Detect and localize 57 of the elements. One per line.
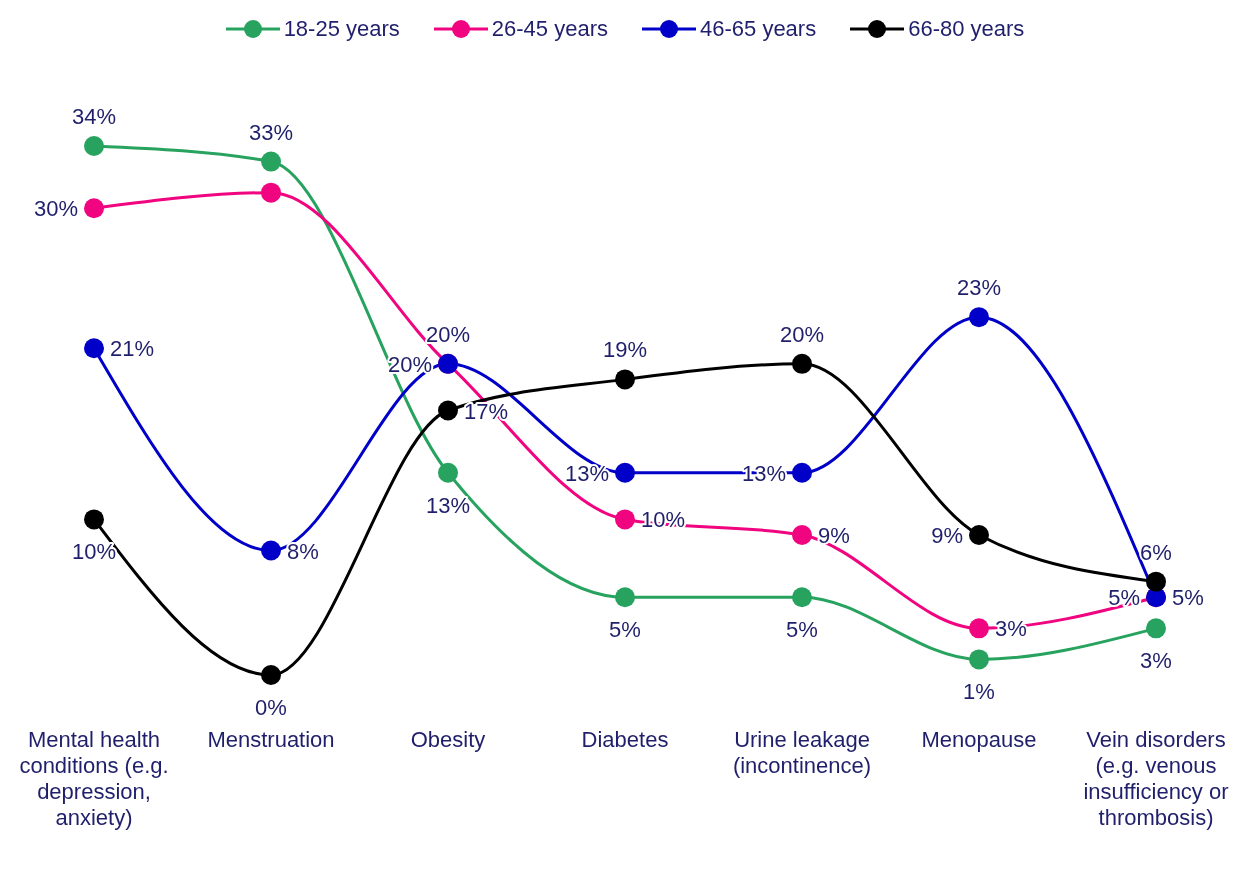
point: [438, 462, 458, 483]
point: [792, 353, 812, 374]
point: [1146, 618, 1166, 639]
data-label: 5%: [1172, 585, 1204, 611]
point: [84, 198, 104, 219]
point: [261, 151, 281, 172]
point: [792, 587, 812, 608]
data-label: 13%: [425, 492, 471, 518]
data-label: 5%: [786, 617, 818, 643]
legend-label: 66-80 years: [908, 16, 1025, 42]
x-tick-label: Vein disorders (e.g. venous insufficiency or thrombosis): [1083, 727, 1229, 830]
point: [438, 400, 458, 421]
data-label: 0%: [255, 695, 287, 720]
point: [84, 338, 104, 359]
data-label: 1%: [963, 679, 995, 705]
x-tick-label: Menstruation: [207, 727, 335, 752]
data-label: 10%: [71, 539, 117, 565]
data-label: 21%: [110, 336, 155, 362]
x-tick-label: Mental health conditions (e.g. depression, anxiety): [19, 727, 169, 830]
point: [615, 587, 635, 608]
point: [969, 618, 989, 639]
x-tick-label: Diabetes: [581, 727, 669, 752]
point: [615, 369, 635, 390]
point: [615, 462, 635, 483]
legend-label: 46-65 years: [700, 16, 817, 42]
data-label: 34%: [71, 104, 117, 129]
data-label: 3%: [1140, 648, 1172, 674]
data-label: 23%: [956, 275, 1002, 301]
x-tick-label: Urine leakage (incontinence): [732, 727, 872, 778]
data-label: 19%: [602, 337, 648, 363]
point: [261, 540, 281, 561]
point: [84, 509, 104, 530]
x-tick-label: Obesity: [410, 727, 486, 752]
data-label: 20%: [425, 321, 471, 347]
point: [969, 307, 989, 328]
point: [969, 524, 989, 545]
data-label: 9%: [931, 522, 963, 548]
data-label: 13%: [564, 460, 609, 486]
point: [84, 136, 104, 156]
point: [261, 665, 281, 685]
data-label: 9%: [818, 522, 850, 548]
x-tick-label: Menopause: [921, 727, 1037, 752]
legend-label: 26-45 years: [491, 16, 608, 42]
point: [792, 462, 812, 483]
point: [261, 182, 281, 203]
point: [792, 524, 812, 545]
point: [1146, 571, 1166, 592]
point: [969, 649, 989, 670]
data-label: 5%: [609, 617, 641, 643]
data-label: 33%: [248, 119, 294, 145]
legend-label: 18-25 years: [283, 16, 400, 42]
data-label: 8%: [287, 538, 319, 564]
point: [615, 509, 635, 530]
data-label: 6%: [1140, 539, 1172, 565]
data-label: 30%: [33, 196, 78, 222]
data-label: 5%: [1108, 585, 1140, 611]
data-label: 20%: [779, 321, 825, 347]
